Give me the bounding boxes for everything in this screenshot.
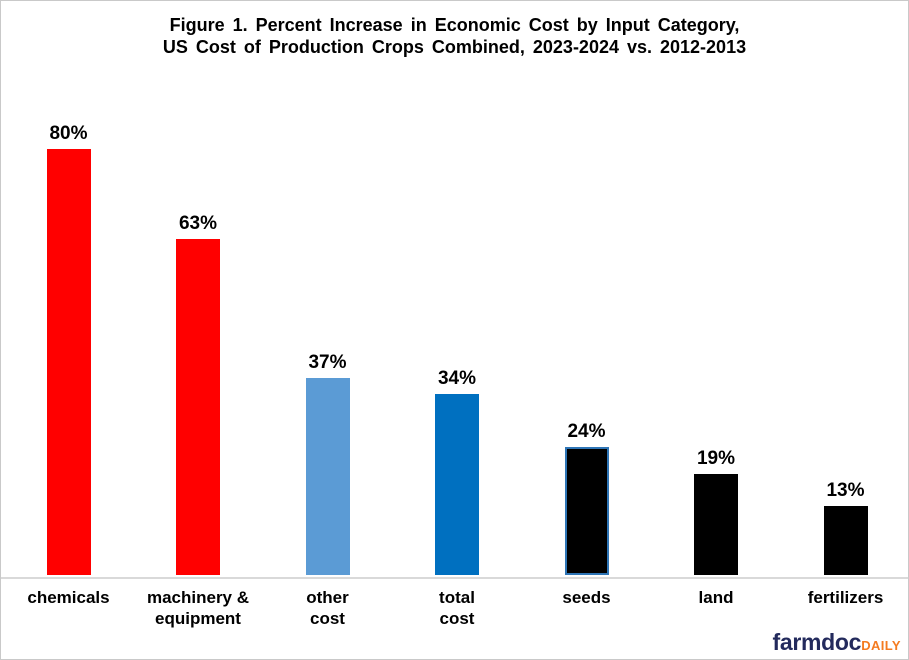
category-label-line: equipment (155, 609, 241, 628)
chart-title-line2: US Cost of Production Crops Combined, 20… (162, 37, 747, 57)
chart-title: Figure 1. Percent Increase in Economic C… (1, 14, 908, 58)
category-label-line: cost (439, 609, 475, 628)
bar-value-label: 24% (567, 421, 606, 442)
bar-column: 80% (4, 123, 134, 575)
category-label-line: chemicals (27, 588, 110, 607)
category-label-line: land (698, 588, 734, 607)
bar-column: 19% (651, 448, 781, 575)
bar-column: 63% (133, 213, 263, 575)
bar-column: 37% (263, 352, 393, 575)
category-label: chemicals (4, 587, 134, 608)
category-label: machinery & equipment (133, 587, 263, 629)
bar (564, 447, 609, 575)
category-label: seeds (522, 587, 652, 608)
bar (176, 239, 220, 575)
bar (435, 394, 479, 575)
category-label: fertilizers (781, 587, 909, 608)
x-axis-line (1, 577, 908, 579)
bar (46, 149, 91, 575)
bar (305, 378, 350, 575)
bar-value-label: 80% (49, 123, 88, 144)
farmdoc-daily-logo: farmdoc DAILY (773, 629, 901, 656)
bar-column: 34% (392, 368, 522, 575)
category-label-line: other (306, 588, 349, 607)
logo-farmdoc-text: farmdoc (772, 629, 862, 655)
logo-daily-text: DAILY (861, 638, 901, 653)
bar (823, 506, 868, 575)
category-label-line: cost (310, 609, 345, 628)
bar-value-label: 13% (826, 480, 865, 501)
bar-column: 13% (781, 480, 909, 575)
category-label: other cost (263, 587, 393, 629)
category-label-line: fertilizers (807, 588, 884, 607)
category-label-line: seeds (562, 588, 611, 607)
bar-value-label: 37% (308, 352, 347, 373)
category-label: land (651, 587, 781, 608)
bar-value-label: 19% (696, 448, 736, 469)
bar (694, 474, 738, 575)
bar-column: 24% (522, 421, 652, 575)
chart-title-line1: Figure 1. Percent Increase in Economic C… (169, 15, 740, 35)
category-label-line: total (439, 588, 475, 607)
bar-value-label: 63% (178, 213, 218, 234)
category-label: total cost (392, 587, 522, 629)
category-label-line: machinery & (146, 588, 250, 607)
bar-value-label: 34% (437, 368, 477, 389)
